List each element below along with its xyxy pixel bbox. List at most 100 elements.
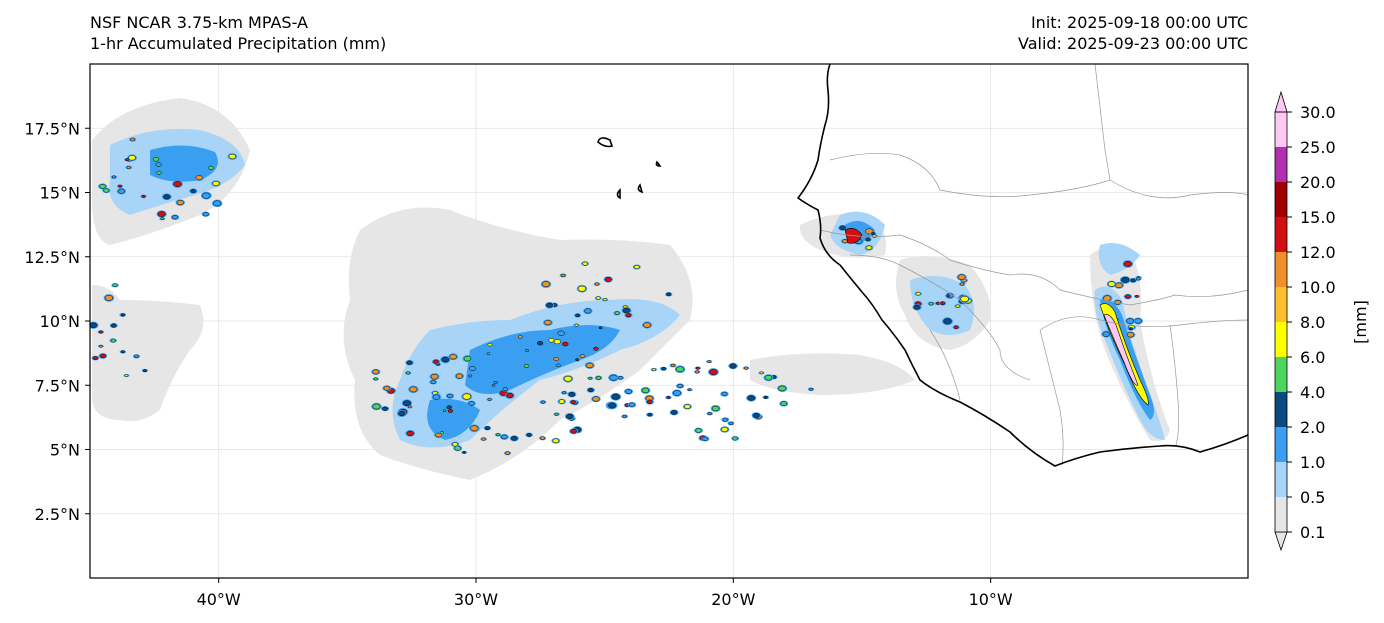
precip-cell-core	[728, 421, 734, 425]
precip-cell-core	[126, 165, 131, 170]
precip-cell-core	[707, 412, 712, 416]
colorbar-tick-label: 0.1	[1300, 523, 1325, 542]
field-title: 1-hr Accumulated Precipitation (mm)	[90, 34, 387, 53]
precip-cell-core	[172, 215, 178, 220]
precip-cell-core	[462, 393, 471, 400]
precip-cell-core	[759, 371, 764, 375]
precip-cell-core	[695, 370, 700, 374]
precip-cell-core	[120, 350, 125, 354]
precip-cell-core	[913, 304, 921, 310]
precip-cell-core	[588, 376, 593, 380]
precip-cell-core	[152, 156, 160, 162]
precip-cell-core	[729, 363, 737, 369]
precip-cell-core	[928, 301, 934, 306]
precip-cell-core	[566, 413, 574, 420]
colorbar-tick-label: 6.0	[1300, 348, 1325, 367]
precip-cell-core	[558, 399, 565, 404]
precip-cell-core	[778, 385, 787, 392]
precip-cell-core	[711, 405, 720, 412]
precip-cell-core	[518, 335, 523, 339]
precip-cell-core	[540, 400, 546, 404]
precip-cell-core	[677, 383, 683, 389]
precip-cell-core	[625, 389, 632, 394]
precip-cell-core	[575, 358, 580, 362]
precip-cell-core	[568, 391, 576, 397]
precip-cell-core	[594, 282, 600, 286]
precip-cell-core	[598, 326, 603, 330]
lon-tick-label: 40°W	[197, 590, 241, 609]
precip-cell-core	[764, 375, 773, 381]
precip-cell-core	[537, 340, 544, 346]
precip-cell-core	[721, 391, 728, 397]
precip-cell-core	[526, 433, 532, 437]
precip-cell-core	[577, 285, 587, 292]
precip-cell-core	[960, 295, 969, 302]
precip-cell-core	[763, 395, 768, 399]
precip-cell-core	[865, 245, 873, 251]
precip-cell-core	[562, 391, 567, 395]
colorbar-segment	[1275, 427, 1287, 462]
precip-cell-core	[160, 217, 165, 221]
precip-cell-core	[398, 410, 406, 417]
precip-cell-core	[625, 313, 632, 318]
precip-cell-core	[670, 410, 678, 415]
precip-cell-core	[602, 298, 607, 302]
precip-cell-core	[555, 363, 561, 368]
precip-cell-core	[1124, 294, 1131, 299]
precip-cell-core	[871, 232, 876, 236]
precip-cell-core	[608, 402, 617, 409]
precip-cell-core	[595, 296, 601, 300]
precip-cell-core	[176, 200, 184, 206]
lat-tick-label: 5°N	[50, 441, 80, 460]
title-right: Init: 2025-09-18 00:00 UTC Valid: 2025-0…	[1018, 12, 1248, 54]
precip-cell-core	[525, 349, 530, 352]
precip-cell-core	[839, 225, 846, 231]
precip-cell-core	[128, 155, 136, 161]
precip-cell-core	[141, 194, 146, 198]
precip-cell-core	[661, 367, 666, 371]
precip-cell-core	[112, 283, 118, 288]
precip-cell-core	[470, 425, 479, 432]
precip-cell-core	[446, 405, 452, 410]
precip-cell-core	[780, 401, 787, 406]
precip-cell-core	[564, 375, 572, 382]
precip-cell-core	[373, 377, 378, 381]
precip-cell-core	[695, 366, 700, 370]
precip-cell-core	[506, 392, 514, 399]
precip-cell-core	[402, 400, 411, 407]
precip-cell-core	[407, 405, 412, 409]
colorbar-tick-label: 8.0	[1300, 313, 1325, 332]
convective-cells	[90, 137, 1143, 456]
precip-cell-core	[447, 409, 453, 413]
colorbar-tick-label: 4.0	[1300, 383, 1325, 402]
precip-cell-core	[540, 436, 545, 440]
precip-cell-core	[643, 322, 651, 328]
precip-cell-core	[155, 162, 162, 167]
precip-cell-core	[228, 153, 236, 160]
precip-cell-core	[670, 363, 676, 368]
precip-cell-core	[628, 402, 635, 407]
precip-cell-core	[1135, 295, 1139, 298]
precip-cell-core	[622, 307, 631, 314]
precip-cell-core	[90, 322, 98, 329]
colorbar-segment	[1275, 252, 1287, 287]
precip-cell-core	[865, 237, 871, 242]
precip-cell-core	[721, 426, 729, 432]
precip-cell-core	[1115, 282, 1123, 288]
precip-cell-core	[447, 393, 453, 399]
precip-cell-core	[593, 346, 599, 351]
precip-cell-core	[468, 374, 473, 378]
precip-cell-core	[455, 373, 463, 379]
colorbar-segment	[1275, 392, 1287, 427]
precip-cell-core	[562, 341, 569, 347]
precip-cell-core	[202, 212, 209, 217]
precip-cell-core	[99, 184, 106, 189]
precip-cell-core	[544, 320, 552, 326]
precip-cell-core	[103, 188, 110, 193]
precip-cell-core	[673, 390, 681, 396]
precip-cell-core	[491, 383, 496, 387]
precip-cell-core	[1107, 281, 1116, 287]
colorbar: 0.1 0.5 1.0 2.0 4.0 6.0 8.0 10.0 12.0 15.0 20.0 25.…	[1274, 90, 1370, 552]
precip-cell-core	[104, 295, 113, 301]
precip-cell-core	[1128, 327, 1133, 331]
